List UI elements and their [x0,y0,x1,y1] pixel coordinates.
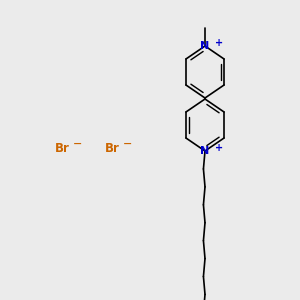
Text: N: N [200,41,210,51]
Text: N: N [200,146,210,156]
Text: +: + [215,143,223,153]
Text: Br: Br [55,142,70,154]
Text: Br: Br [105,142,120,154]
Text: −: − [73,139,82,149]
Text: +: + [215,38,223,48]
Text: −: − [123,139,132,149]
